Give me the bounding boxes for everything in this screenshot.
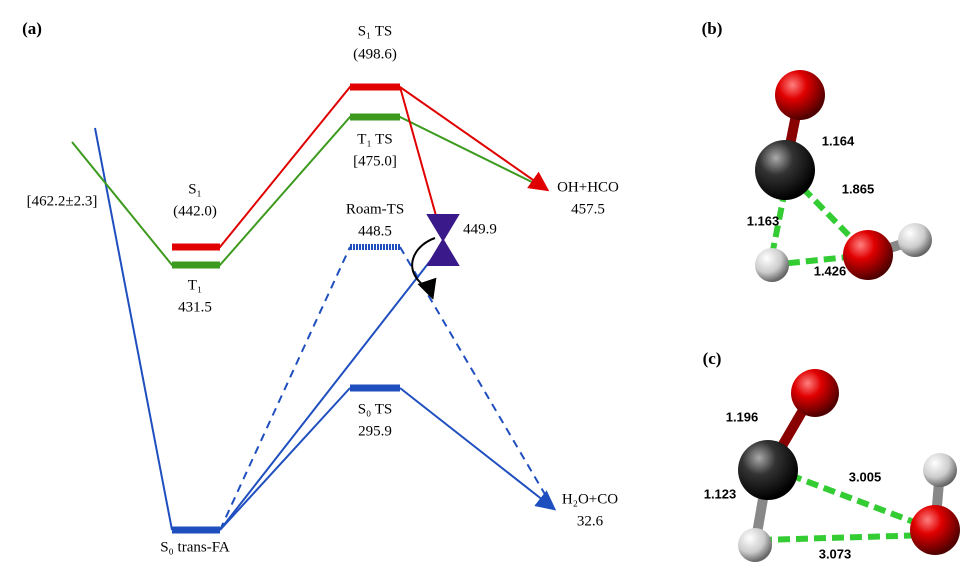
panel-label: (c) — [703, 349, 722, 368]
crossing-energy: 449.9 — [463, 221, 497, 237]
atom — [843, 230, 893, 280]
level-name: S₀ TS — [358, 401, 393, 417]
level-name: S₁ TS — [358, 23, 393, 39]
atom — [738, 528, 772, 562]
panel-c: (c) 1.196 3.005 1.123 3.073 — [703, 349, 960, 562]
s0-ts-path — [220, 388, 350, 530]
bond-length: 1.865 — [842, 181, 875, 196]
atom — [755, 140, 815, 200]
level-energy: (442.0) — [173, 203, 217, 219]
atom — [775, 70, 825, 120]
atom — [755, 248, 789, 282]
atom — [738, 440, 798, 500]
level-name: S₁ — [188, 181, 202, 197]
atom — [910, 505, 960, 555]
atom — [791, 369, 839, 417]
figure: (a) S₁ TS (498.6) T₁ TS [475.0] S₁ (442.… — [0, 0, 961, 564]
bond-length: 1.123 — [704, 486, 737, 501]
bond-length: 3.073 — [819, 546, 852, 561]
panel-label: (b) — [702, 19, 723, 38]
level-energy: 32.6 — [577, 513, 604, 529]
panel-a: (a) S₁ TS (498.6) T₁ TS [475.0] S₁ (442.… — [22, 19, 619, 556]
level-energy: (498.6) — [353, 46, 397, 62]
bond-length: 1.163 — [747, 213, 780, 228]
atom — [923, 453, 957, 487]
level-name: OH+HCO — [557, 179, 619, 195]
s0-exit — [400, 388, 553, 508]
threshold: [462.2±2.3] — [27, 193, 98, 209]
bond-length: 1.196 — [726, 409, 759, 424]
level-energy: [475.0] — [353, 153, 397, 169]
level-name: H₂O+CO — [562, 491, 618, 507]
level-energy: 431.5 — [178, 299, 212, 315]
bond-length: 3.005 — [849, 469, 882, 484]
level-name: S₀ trans-FA — [160, 539, 230, 555]
level-name: Roam-TS — [346, 201, 404, 217]
atom — [898, 223, 932, 257]
bond-length: 1.164 — [822, 133, 855, 148]
level-energy: 448.5 — [358, 223, 392, 239]
s0-curve — [95, 128, 172, 530]
s1-decay — [400, 87, 440, 230]
bond-length: 1.426 — [814, 263, 847, 278]
level-energy: 457.5 — [571, 201, 605, 217]
panel-label: (a) — [22, 19, 42, 38]
panel-b: (b) 1.164 1.865 1.163 1.426 — [702, 19, 932, 282]
level-name: T₁ — [188, 277, 202, 293]
level-energy: 295.9 — [358, 423, 392, 439]
level-name: T₁ TS — [357, 131, 392, 147]
